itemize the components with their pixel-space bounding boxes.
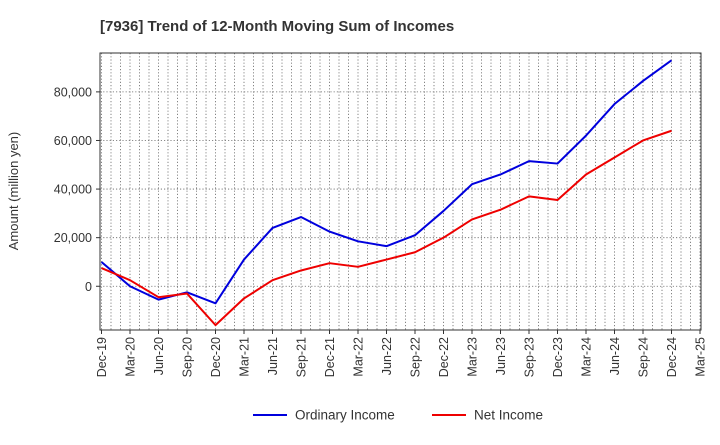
- plot-area: [100, 53, 701, 330]
- x-tick-label: Dec-19: [95, 337, 109, 377]
- x-tick-label: Jun-23: [494, 337, 508, 375]
- legend-label-ordinary-income: Ordinary Income: [295, 408, 395, 423]
- x-tick-label: Jun-20: [152, 337, 166, 375]
- x-tick-label: Jun-22: [380, 337, 394, 375]
- legend: Ordinary Income Net Income: [253, 408, 543, 423]
- x-tick-label: Mar-25: [694, 337, 708, 377]
- x-tick-label: Mar-20: [124, 337, 138, 377]
- x-tick-label: Jun-21: [266, 337, 280, 375]
- chart-title: [7936] Trend of 12-Month Moving Sum of I…: [100, 18, 454, 35]
- x-tick-label: Dec-24: [665, 337, 679, 377]
- x-tick-label: Mar-24: [580, 337, 594, 377]
- y-tick-label: 0: [85, 280, 92, 294]
- x-tick-label: Sep-23: [523, 337, 537, 377]
- x-tick-label: Dec-21: [323, 337, 337, 377]
- x-tick-label: Mar-23: [466, 337, 480, 377]
- x-tick-label: Sep-20: [181, 337, 195, 377]
- y-axis-label: Amount (million yen): [6, 132, 21, 251]
- x-tick-label: Sep-21: [295, 337, 309, 377]
- y-tick-label: 20,000: [54, 231, 92, 245]
- y-tick-label: 80,000: [54, 85, 92, 99]
- y-axis-ticks: 0 20,000 40,000 60,000 80,000: [54, 85, 100, 293]
- legend-label-net-income: Net Income: [474, 408, 543, 423]
- y-tick-label: 40,000: [54, 183, 92, 197]
- x-tick-label: Jun-24: [608, 337, 622, 375]
- x-tick-label: Dec-20: [209, 337, 223, 377]
- x-tick-label: Mar-21: [238, 337, 252, 377]
- y-tick-label: 60,000: [54, 134, 92, 148]
- x-axis-ticks: Dec-19 Mar-20 Jun-20 Sep-20 Dec-20 Mar-21 Jun-…: [95, 330, 708, 377]
- x-tick-label: Dec-22: [437, 337, 451, 377]
- x-tick-label: Mar-22: [352, 337, 366, 377]
- x-tick-label: Sep-24: [637, 337, 651, 377]
- x-tick-label: Sep-22: [409, 337, 423, 377]
- x-tick-label: Dec-23: [551, 337, 565, 377]
